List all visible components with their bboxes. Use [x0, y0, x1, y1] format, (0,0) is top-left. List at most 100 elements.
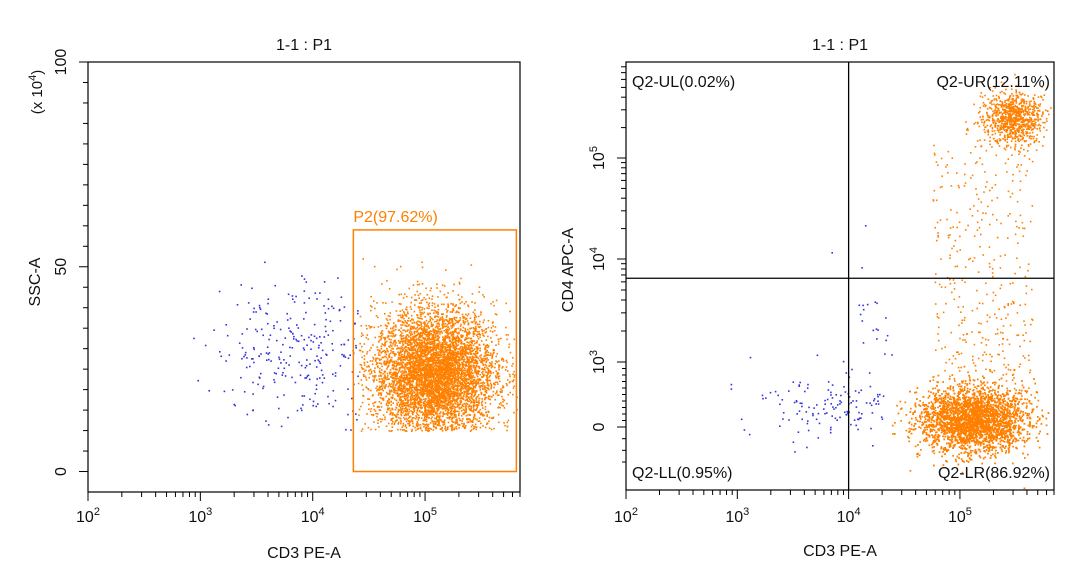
data-point-p2 — [384, 339, 386, 341]
data-point-p2 — [439, 380, 441, 382]
data-point-p2 — [400, 293, 403, 296]
data-point-p2 — [456, 410, 458, 413]
data-point-p2 — [466, 332, 468, 334]
data-point-p2 — [437, 313, 439, 315]
data-point-p2 — [366, 351, 369, 353]
data-point-p2 — [415, 376, 418, 378]
data-point-p2 — [420, 376, 422, 378]
data-point-p2 — [481, 328, 483, 331]
data-point-p2 — [443, 360, 446, 363]
data-point-p2 — [386, 368, 388, 370]
data-point-p2 — [381, 283, 383, 285]
data-point-p2 — [450, 333, 453, 335]
data-point-p2 — [486, 353, 488, 356]
data-point-p2 — [398, 364, 401, 366]
data-point-p2 — [358, 414, 360, 417]
data-point-p2 — [431, 363, 434, 366]
data-point-p2 — [487, 387, 489, 389]
data-point-p2 — [453, 318, 456, 321]
data-point-p2 — [390, 349, 392, 352]
data-point-p2 — [433, 351, 435, 354]
data-point-p2 — [420, 370, 423, 372]
data-point-p2 — [437, 346, 440, 349]
data-point-p2 — [431, 385, 434, 388]
data-point-p2 — [439, 412, 442, 414]
data-point-p2 — [403, 371, 406, 374]
data-point-p2 — [373, 408, 376, 411]
data-point-p2 — [422, 387, 425, 390]
data-point-p2 — [393, 382, 395, 384]
data-point-p2 — [474, 393, 476, 396]
data-point-p2 — [427, 357, 429, 359]
data-point-p2 — [419, 324, 421, 327]
data-point-p2 — [414, 402, 417, 404]
data-point-p2 — [432, 388, 435, 391]
data-point-p2 — [443, 387, 446, 390]
data-point-p2 — [402, 349, 404, 352]
data-point-p2 — [429, 349, 432, 352]
data-point-p2 — [429, 316, 432, 318]
data-point-p2 — [434, 333, 437, 335]
data-point-p2 — [436, 395, 438, 397]
data-point-p2 — [387, 336, 389, 339]
data-point-p2 — [383, 380, 385, 382]
data-point-p2 — [430, 325, 432, 327]
data-point-p2 — [420, 394, 422, 396]
data-point-p2 — [394, 329, 397, 331]
data-point-p2 — [461, 296, 463, 298]
data-point-p2 — [362, 373, 365, 376]
data-point-p2 — [382, 397, 385, 400]
data-point-p2 — [431, 401, 434, 403]
data-point-p2 — [400, 411, 403, 413]
data-point-p2 — [462, 412, 465, 414]
data-point-p2 — [479, 412, 482, 415]
data-point-p2 — [380, 371, 382, 374]
data-point-p2 — [431, 295, 434, 297]
data-point-p2 — [496, 394, 499, 396]
data-point-p2 — [421, 395, 424, 398]
data-point-p2 — [439, 428, 442, 430]
data-point-p2 — [473, 362, 475, 364]
data-point-p2 — [512, 373, 514, 375]
data-point-p2 — [496, 353, 499, 355]
data-point-p2 — [438, 325, 441, 327]
data-point-p2 — [404, 358, 406, 361]
data-point-p2 — [435, 336, 437, 339]
data-point-p2 — [442, 411, 444, 414]
data-point-p2 — [495, 377, 497, 379]
data-point-p2 — [480, 384, 483, 387]
data-point-p2 — [414, 294, 416, 296]
data-point-p2 — [417, 389, 420, 391]
data-point-p2 — [426, 394, 428, 397]
data-point-p2 — [475, 365, 478, 368]
data-point-p2 — [423, 381, 425, 384]
data-point-p2 — [489, 354, 492, 356]
data-point-p2 — [443, 369, 445, 371]
data-point-p2 — [446, 371, 448, 374]
data-point-p2 — [395, 374, 397, 376]
data-point-p2 — [475, 356, 478, 359]
data-point-p2 — [373, 380, 375, 383]
data-point-p2 — [379, 409, 382, 411]
data-point-p2 — [426, 350, 428, 353]
data-point-p2 — [454, 362, 456, 364]
data-point-p2 — [433, 394, 436, 396]
data-point-p2 — [400, 409, 402, 412]
data-point-p2 — [403, 370, 406, 372]
data-point-p2 — [436, 323, 438, 325]
data-point-p2 — [465, 346, 468, 348]
data-point-p2 — [482, 407, 484, 409]
data-point-p2 — [438, 420, 441, 423]
data-point-p2 — [407, 348, 409, 350]
data-point-p2 — [473, 340, 475, 342]
data-point-p2 — [406, 338, 408, 340]
data-point-p2 — [399, 409, 401, 411]
data-point-p2 — [371, 306, 373, 308]
data-point-p2 — [399, 350, 402, 352]
data-point-p2 — [393, 371, 395, 374]
data-point-p2 — [472, 421, 474, 423]
data-point-p2 — [458, 372, 460, 375]
data-point-p2 — [406, 402, 409, 405]
data-point-p2 — [445, 362, 448, 365]
data-point-p2 — [426, 338, 428, 340]
